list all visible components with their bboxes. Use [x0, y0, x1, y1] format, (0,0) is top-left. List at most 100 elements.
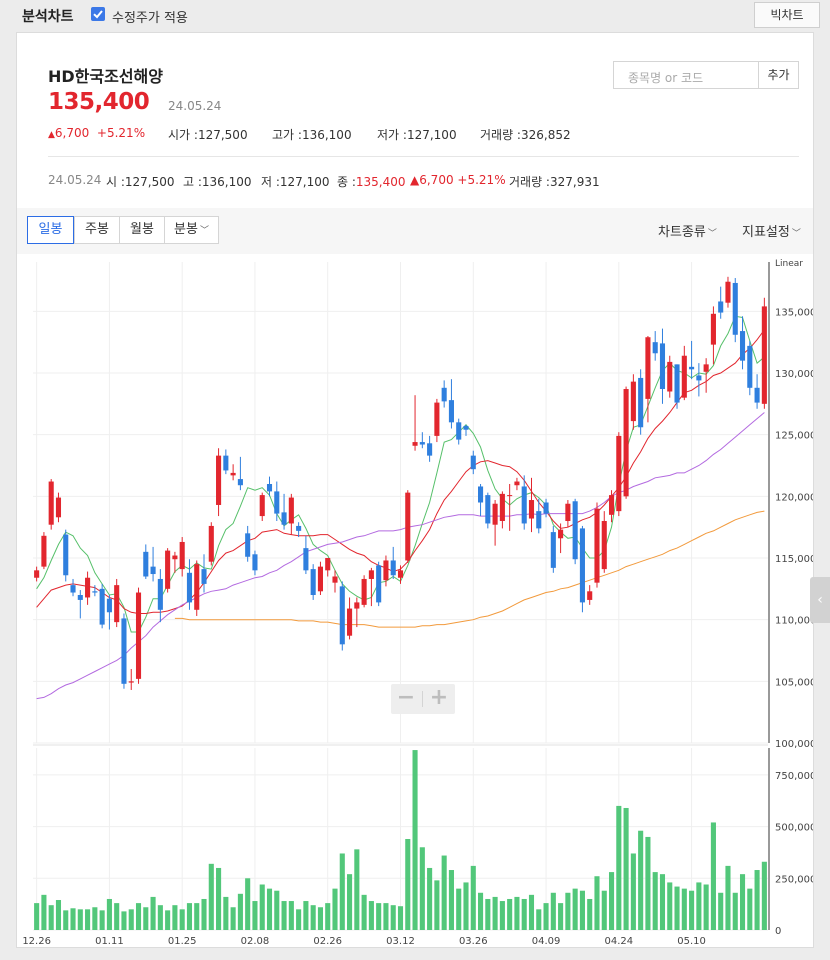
low-price: 저가 :127,100 [377, 126, 457, 143]
adjusted-price-checkbox[interactable] [91, 7, 105, 21]
volume-bar [448, 870, 454, 930]
day-high-label: 고 : [183, 175, 202, 189]
volume-bar [245, 878, 251, 930]
volume-bar [739, 874, 746, 930]
add-button[interactable]: 추가 [759, 61, 799, 89]
volume-bar [354, 849, 360, 930]
volume-bar [361, 894, 367, 930]
day-open: 시 :127,500 [106, 173, 175, 190]
indicator-settings-dropdown[interactable]: 지표설정 ﹀ [742, 221, 801, 240]
candle-body [550, 532, 556, 568]
candle-body [114, 585, 120, 623]
x-tick-label: 01.25 [168, 936, 197, 947]
candle-body [325, 558, 331, 571]
price-tick-label: 130,000 [775, 369, 813, 380]
candle-body [259, 495, 265, 517]
candle-body [339, 586, 345, 645]
candle-body [528, 500, 535, 519]
big-chart-button[interactable]: 빅차트 [754, 2, 820, 28]
volume-bar [747, 888, 753, 930]
candle-body [565, 503, 571, 521]
tab-monthly[interactable]: 월봉 [119, 217, 164, 243]
day-open-value: 127,500 [124, 175, 175, 189]
volume-bar [55, 900, 62, 930]
stock-search-input[interactable]: 종목명 or 코드 [613, 61, 759, 89]
side-panel-toggle[interactable]: ‹ [810, 577, 830, 623]
candle-body [354, 602, 360, 609]
day-volume: 거래량 :327,931 [509, 173, 600, 190]
price-date: 24.05.24 [168, 99, 222, 113]
price-tick-label: 125,000 [775, 431, 813, 442]
volume-bar [383, 903, 389, 930]
candle-body [194, 564, 200, 610]
tab-minute[interactable]: 분봉 ﹀ [164, 217, 218, 243]
volume-bar [594, 876, 600, 930]
volume-bar [601, 890, 607, 930]
chart-area[interactable]: 135,000 130,000 125,000 120,000 115,000 110,0… [17, 254, 816, 947]
volume-bar [216, 867, 222, 930]
candle-body [739, 331, 746, 361]
candle-body [667, 361, 673, 392]
volume-bar [317, 907, 323, 930]
volume-tick-label: 0 [775, 926, 781, 937]
volume-bar [405, 839, 411, 930]
x-tick-label: 04.24 [604, 936, 633, 947]
tab-daily[interactable]: 일봉 [27, 216, 74, 244]
candle-body [514, 481, 520, 486]
candle-body [587, 591, 593, 600]
chevron-down-icon: ﹀ [199, 226, 209, 236]
candle-body [448, 400, 454, 423]
chart-type-dropdown[interactable]: 차트종류 ﹀ [658, 221, 717, 240]
volume-bar [696, 882, 702, 930]
candle-body [674, 364, 680, 403]
volume-bar [492, 896, 498, 930]
day-open-label: 시 : [106, 175, 125, 189]
adjusted-price-label[interactable]: 수정주가 적용 [112, 11, 188, 26]
candle-body [85, 577, 91, 598]
volume-bar [77, 909, 83, 930]
candle-body [470, 455, 476, 470]
volume-bar [208, 863, 214, 930]
candle-body [383, 560, 389, 581]
day-change-amount: 6,700 [419, 173, 454, 187]
candle-body [725, 281, 731, 303]
candle-body [288, 497, 294, 524]
volume-bar [106, 898, 112, 930]
open-value: 127,500 [197, 128, 248, 142]
candle-body [572, 501, 578, 560]
volume-bar [237, 893, 243, 930]
volume-bar [674, 886, 680, 930]
candle-body [456, 422, 462, 440]
volume-bar [667, 882, 673, 930]
zoom-in-button[interactable]: + [429, 685, 449, 710]
volume-bar [252, 901, 258, 930]
x-tick-label: 05.10 [677, 936, 706, 947]
candle-body [208, 525, 214, 562]
candle-body [237, 479, 243, 486]
volume-bar [608, 872, 615, 930]
zoom-out-button[interactable]: − [396, 685, 416, 710]
volume-bar [347, 874, 353, 930]
candle-body [441, 387, 447, 402]
candle-body [499, 493, 505, 521]
x-tick-label: 02.26 [313, 936, 342, 947]
candle-body [266, 484, 273, 492]
candle-body [652, 342, 658, 354]
volume-bar [587, 898, 593, 930]
ma60-line [36, 412, 765, 700]
volume-bar [470, 865, 476, 930]
candle-body [710, 313, 716, 345]
volume-bar [536, 909, 542, 930]
up-triangle-icon: ▲ [48, 130, 55, 140]
candle-body [332, 576, 338, 583]
candle-body [681, 355, 687, 398]
price-tick-label: 105,000 [775, 677, 813, 688]
tab-weekly[interactable]: 주봉 [74, 217, 119, 243]
volume-bar [478, 892, 484, 930]
price-change: ▲6,700 +5.21% [48, 126, 145, 140]
day-volume-value: 327,931 [549, 175, 600, 189]
candle-body [63, 534, 69, 576]
high-price: 고가 :136,100 [272, 126, 352, 143]
volume-tick-label: 500,000 [775, 823, 813, 834]
stock-chart[interactable]: 135,000 130,000 125,000 120,000 115,000 110,0… [17, 254, 816, 947]
